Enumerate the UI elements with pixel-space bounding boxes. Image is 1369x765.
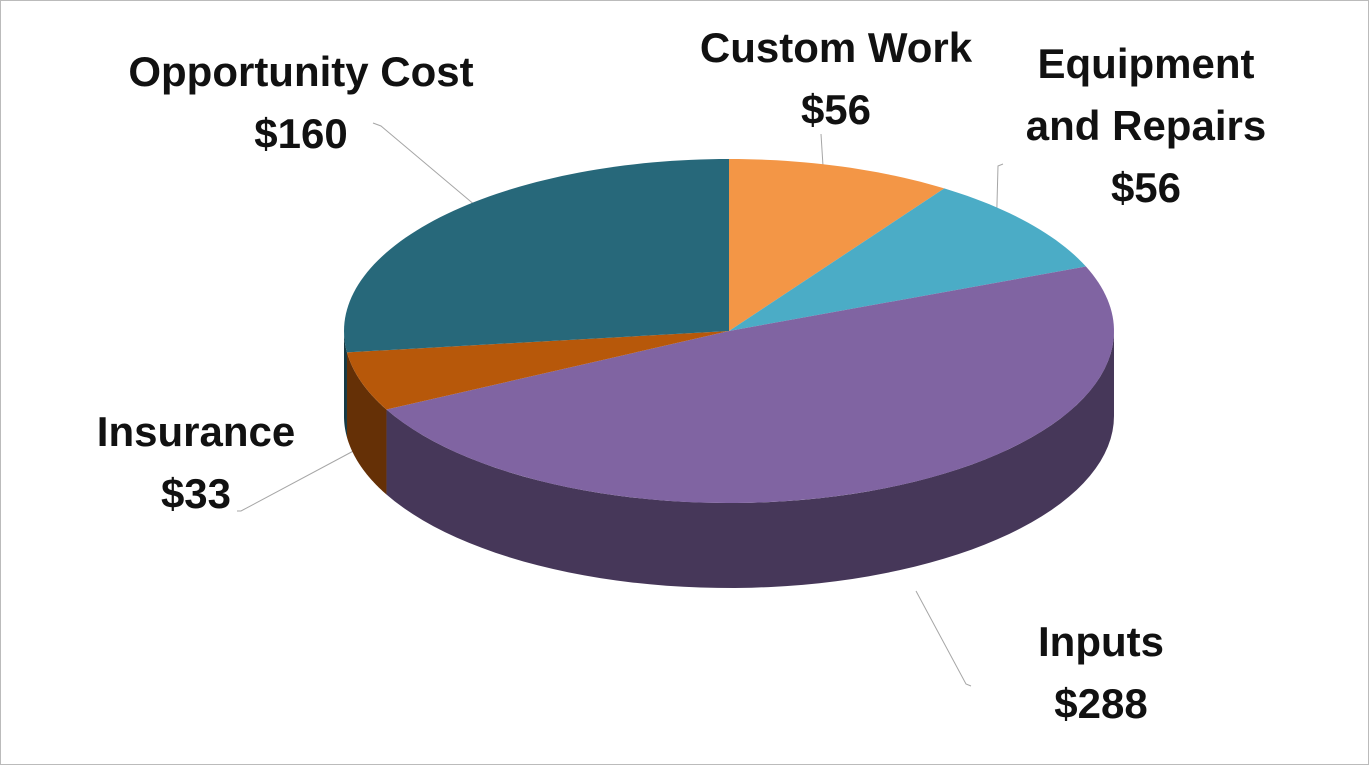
value-label: $33 (160, 470, 232, 517)
slice-label: Inputs $288 (951, 611, 1251, 735)
category-label: Insurance (96, 408, 296, 455)
slice-label: Insurance $33 (46, 401, 346, 525)
value-label: $56 (1110, 164, 1182, 211)
value-label: $288 (1054, 680, 1148, 727)
slice-side (386, 331, 1114, 588)
category-label: Custom Work (699, 24, 973, 71)
value-label: $160 (254, 110, 348, 157)
category-label: Opportunity Cost (128, 48, 474, 95)
slice (344, 159, 729, 353)
value-label: $56 (800, 86, 872, 133)
slice (729, 159, 945, 331)
category-label: Equipment and Repairs (1025, 40, 1267, 149)
leader-line (820, 133, 824, 167)
slice (729, 188, 1086, 331)
leader-line (237, 447, 360, 512)
slice-label: Opportunity Cost $160 (91, 41, 511, 165)
leader-line (372, 122, 477, 207)
slice (386, 266, 1114, 503)
category-label: Inputs (1038, 618, 1164, 665)
slice-label: Equipment and Repairs $56 (1011, 33, 1281, 219)
slice-label: Custom Work $56 (686, 17, 986, 141)
slice-side (344, 331, 347, 438)
slice-side (346, 352, 387, 495)
leader-line (915, 590, 972, 687)
slice (346, 331, 729, 410)
